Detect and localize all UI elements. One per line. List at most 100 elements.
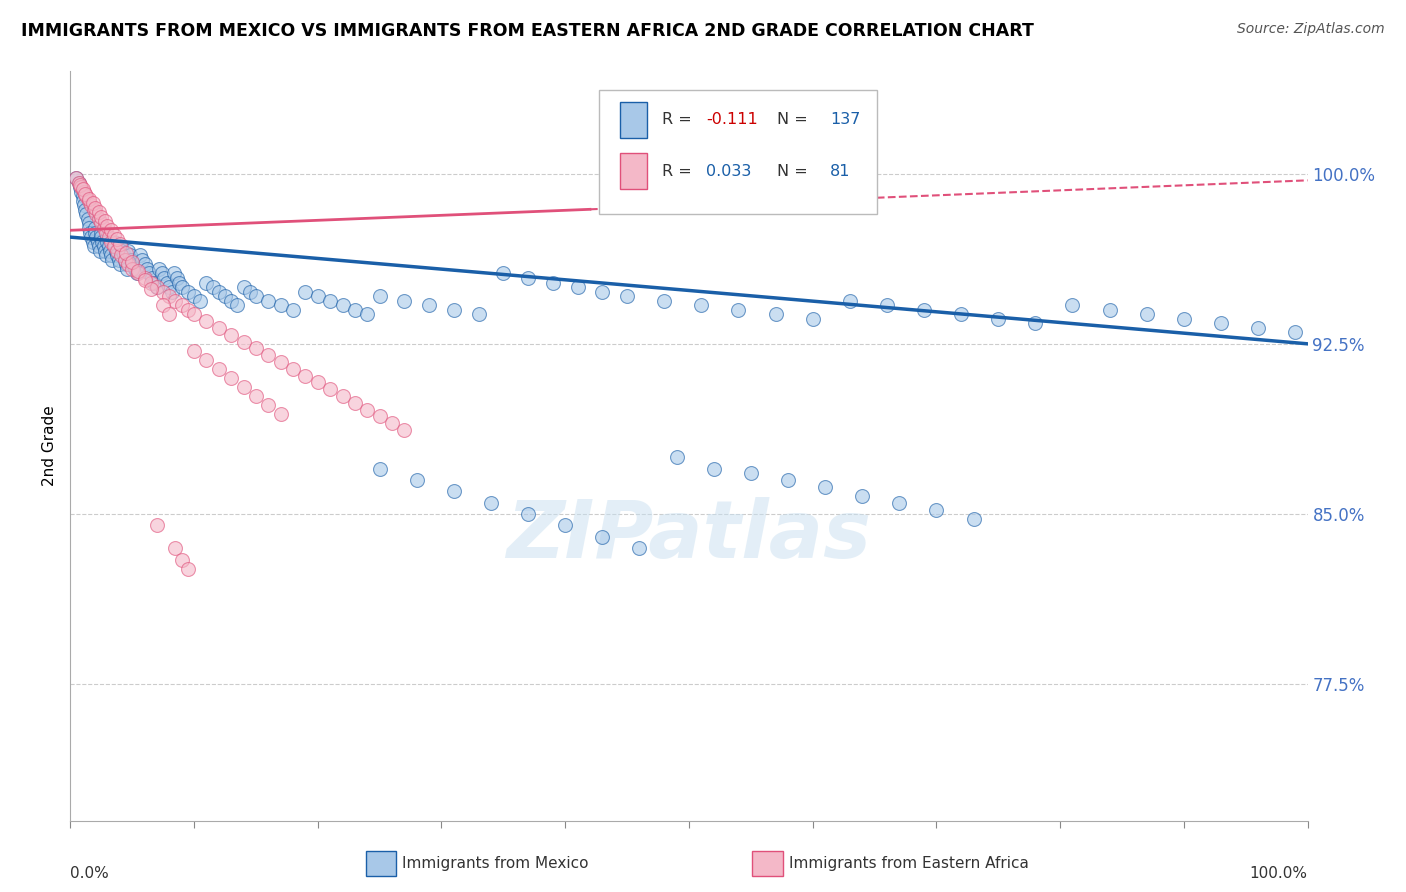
Point [163, 267, 186, 281]
Point [111, 244, 134, 258]
Point [117, 244, 139, 258]
Point [65, 171, 87, 186]
Text: 81: 81 [830, 163, 851, 178]
Point [121, 255, 143, 269]
Point [517, 507, 540, 521]
Point [75, 186, 97, 201]
Point [170, 298, 193, 312]
Point [104, 239, 127, 253]
Point [443, 484, 465, 499]
Point [77, 192, 100, 206]
Y-axis label: 2nd Grade: 2nd Grade [42, 406, 58, 486]
Point [814, 480, 837, 494]
Point [93, 221, 115, 235]
Point [219, 327, 242, 342]
Point [134, 271, 156, 285]
Point [467, 307, 489, 321]
Point [765, 307, 787, 321]
Text: Immigrants from Mexico: Immigrants from Mexico [402, 856, 589, 871]
Point [100, 223, 122, 237]
Text: ZIPatlas: ZIPatlas [506, 497, 872, 575]
Point [146, 280, 169, 294]
Point [950, 307, 973, 321]
Point [89, 244, 111, 258]
Point [84, 230, 107, 244]
Text: -0.111: -0.111 [706, 112, 758, 128]
Point [356, 402, 378, 417]
Point [160, 285, 183, 299]
Point [96, 226, 118, 240]
Point [77, 194, 100, 208]
Point [134, 273, 156, 287]
Point [838, 293, 860, 308]
Point [134, 257, 156, 271]
Point [479, 496, 502, 510]
Point [208, 361, 231, 376]
Point [73, 198, 96, 212]
Point [105, 248, 128, 262]
Point [1024, 317, 1046, 331]
Point [912, 302, 935, 317]
Point [1098, 302, 1121, 317]
Point [80, 230, 103, 244]
Point [136, 261, 159, 276]
Point [703, 461, 725, 475]
Point [84, 221, 107, 235]
Point [103, 227, 125, 242]
FancyBboxPatch shape [620, 102, 647, 138]
Point [394, 423, 416, 437]
Point [124, 261, 146, 276]
Point [214, 289, 236, 303]
Point [776, 473, 799, 487]
Point [108, 257, 131, 271]
Point [219, 293, 242, 308]
Point [368, 461, 391, 475]
Point [139, 282, 162, 296]
Point [226, 298, 249, 312]
Point [294, 285, 316, 299]
Point [1284, 326, 1306, 340]
Point [307, 289, 329, 303]
Point [727, 302, 749, 317]
Point [177, 561, 200, 575]
Point [183, 343, 205, 358]
Point [153, 271, 176, 285]
Point [381, 417, 404, 431]
Point [245, 289, 267, 303]
Point [188, 293, 211, 308]
Point [294, 368, 316, 383]
Point [67, 176, 90, 190]
Point [128, 248, 150, 262]
Point [100, 235, 122, 249]
Text: 0.033: 0.033 [706, 163, 752, 178]
Point [394, 293, 416, 308]
Point [77, 217, 100, 231]
Point [616, 289, 638, 303]
Text: N =: N = [776, 163, 813, 178]
Point [962, 511, 984, 525]
Point [121, 261, 143, 276]
Text: R =: R = [662, 112, 696, 128]
Point [75, 202, 97, 217]
Point [72, 194, 94, 208]
Point [105, 232, 128, 246]
Text: Immigrants from Eastern Africa: Immigrants from Eastern Africa [789, 856, 1029, 871]
Point [665, 450, 688, 465]
Point [83, 239, 105, 253]
Point [93, 239, 115, 253]
Point [131, 252, 153, 267]
Point [87, 211, 110, 226]
Point [94, 244, 117, 258]
Point [77, 221, 100, 235]
Point [101, 252, 124, 267]
Point [195, 276, 218, 290]
Point [1247, 321, 1270, 335]
Point [170, 552, 193, 566]
Point [368, 409, 391, 424]
Point [1136, 307, 1159, 321]
Point [652, 293, 675, 308]
Point [257, 398, 280, 412]
Point [319, 293, 342, 308]
Point [281, 302, 304, 317]
Point [83, 202, 105, 217]
